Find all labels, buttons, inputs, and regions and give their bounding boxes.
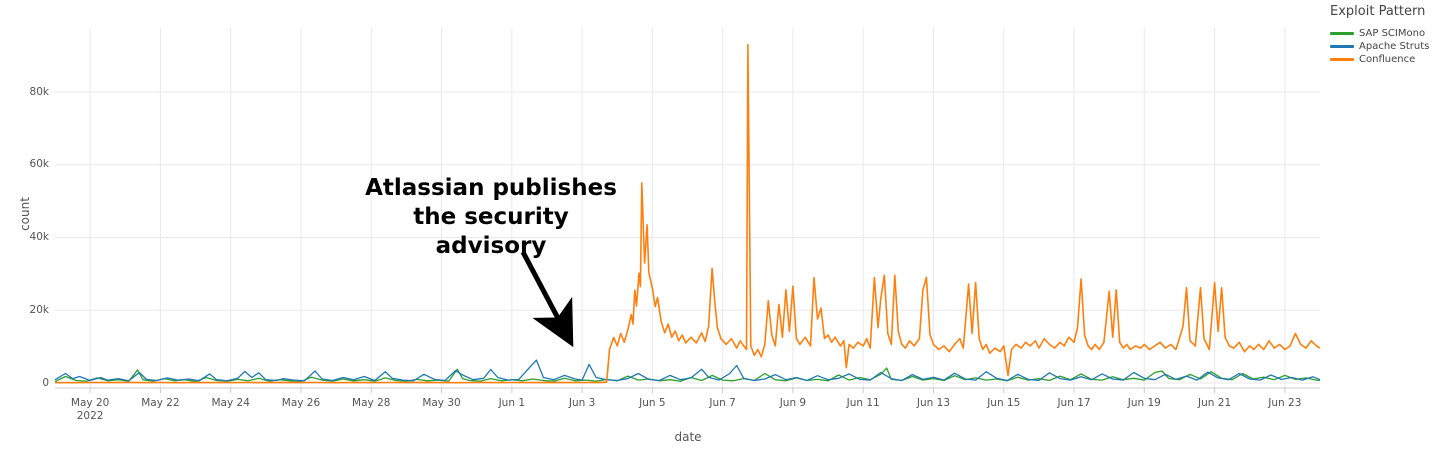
x-tick-label: Jun 19 — [1127, 397, 1161, 409]
x-tick-label: Jun 21 — [1198, 397, 1232, 409]
x-tick-label: May 26 — [281, 397, 321, 409]
x-tick-label: Jun 7 — [709, 397, 736, 409]
y-tick-label: 0 — [42, 376, 49, 389]
x-tick-label: Jun 13 — [916, 397, 951, 409]
x-tick-label: Jun 9 — [779, 397, 807, 409]
x-axis-title: date — [674, 430, 702, 444]
x-tick-label: May 22 — [141, 397, 180, 409]
x-tick-label: Jun 15 — [987, 397, 1021, 409]
x-tick-label: May 24 — [211, 397, 250, 409]
y-tick-label: 40k — [29, 231, 49, 243]
legend-entry-apache-struts[interactable]: Apache Struts — [1330, 40, 1440, 53]
apache-struts-swatch-icon — [1330, 45, 1354, 48]
legend-entry-confluence[interactable]: Confluence — [1330, 53, 1440, 66]
annotation-line-2: the security advisory — [413, 204, 569, 259]
x-tick-sublabel: 2022 — [76, 410, 104, 422]
legend-label: SAP SCIMono — [1359, 28, 1426, 39]
x-tick-label: Jun 11 — [846, 397, 880, 409]
sap-scimono-swatch-icon — [1330, 32, 1354, 35]
x-tick-label: Jun 5 — [639, 397, 666, 409]
y-tick-label: 60k — [29, 158, 49, 171]
annotation-text: Atlassian publishes the security advisor… — [360, 174, 622, 261]
x-tick-label: May 28 — [352, 397, 391, 409]
apache-struts-series-line[interactable] — [54, 359, 1321, 382]
annotation-arrow — [520, 250, 574, 348]
x-tick-label: Jun 3 — [568, 397, 596, 409]
legend-label: Apache Struts — [1359, 41, 1430, 52]
x-tick-label: May 20 — [70, 397, 110, 409]
y-axis-title: count — [17, 197, 32, 231]
x-tick-label: Jun 23 — [1268, 397, 1302, 409]
x-tick-label: Jun 17 — [1057, 397, 1091, 409]
annotation-line-1: Atlassian publishes — [365, 175, 617, 201]
y-tick-label: 20k — [29, 303, 49, 316]
legend-label: Confluence — [1359, 54, 1416, 65]
x-tick-label: Jun 1 — [498, 397, 526, 409]
legend-entry-sap-scimono[interactable]: SAP SCIMono — [1330, 27, 1440, 40]
x-tick-label: May 30 — [422, 397, 461, 409]
legend-title: Exploit Pattern — [1330, 4, 1426, 19]
y-tick-label: 80k — [29, 85, 49, 98]
confluence-series-line[interactable] — [54, 43, 1321, 384]
legend: Exploit Pattern SAP SCIMono Apache Strut… — [1330, 4, 1440, 66]
confluence-swatch-icon — [1330, 58, 1354, 61]
